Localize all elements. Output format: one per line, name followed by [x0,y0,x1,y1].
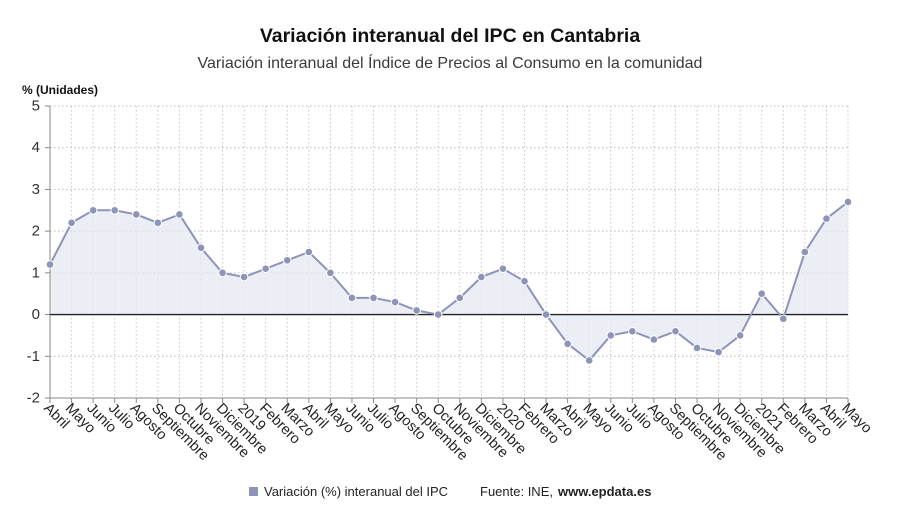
legend-marker [249,487,258,496]
data-point [390,297,400,307]
data-point [520,276,529,286]
y-tick-label: 4 [32,139,40,156]
data-point [110,205,120,215]
data-point [153,218,163,228]
source-prefix: Fuente: INE, [480,484,553,499]
source-link: www.epdata.es [557,484,651,499]
data-point [477,272,486,282]
data-point [822,214,831,223]
data-point [196,243,206,253]
data-point [261,264,270,273]
data-point [282,256,292,265]
data-point [347,293,357,303]
data-point [412,306,421,315]
data-point [757,289,767,299]
series-area [50,201,848,361]
data-point [649,335,659,344]
series-area-layer [50,201,848,361]
source-note: Fuente: INE, www.epdata.es [480,484,651,499]
grid [50,105,849,398]
data-point [45,260,55,269]
data-point [800,247,810,257]
data-point [778,314,788,324]
data-point [584,356,594,365]
y-tick-label: -2 [27,390,40,407]
data-point [843,197,853,207]
data-point [714,347,723,357]
y-tick-label: -1 [27,348,40,365]
data-point [498,264,508,273]
data-point [671,326,680,336]
data-point [326,268,335,278]
data-point [541,310,551,319]
chart-subtitle: Variación interanual del Índice de Preci… [198,53,703,72]
data-point [218,268,227,278]
y-tick-label: 2 [32,223,40,240]
data-point [433,310,443,319]
data-point [131,210,141,219]
y-axis-ticks: 5 4 3 2 1 0 -1 -2 [27,98,50,407]
axes [49,106,848,399]
data-point [239,272,249,282]
y-tick-label: 5 [32,98,40,115]
data-point [88,205,98,215]
y-tick-label: 0 [32,306,40,323]
data-point [735,331,745,340]
legend: Variación (%) interanual del IPC Fuente:… [249,484,651,499]
data-point [563,339,572,349]
data-point [369,293,378,303]
chart-title: Variación interanual del IPC en Cantabri… [260,25,641,47]
y-tick-label: 3 [32,181,40,198]
data-point [455,293,465,303]
data-point [692,343,702,353]
legend-label: Variación (%) interanual del IPC [264,484,448,499]
data-point [628,326,637,336]
y-axis-label: % (Unidades) [22,83,98,97]
data-point [67,218,76,228]
data-point [606,331,616,340]
data-point [175,210,184,219]
data-point [304,247,314,257]
y-tick-label: 1 [32,264,40,281]
x-axis-ticks: AbrilMayoJunioJulioAgostoSeptiembreOctub… [40,398,875,464]
series-layer [45,197,853,365]
